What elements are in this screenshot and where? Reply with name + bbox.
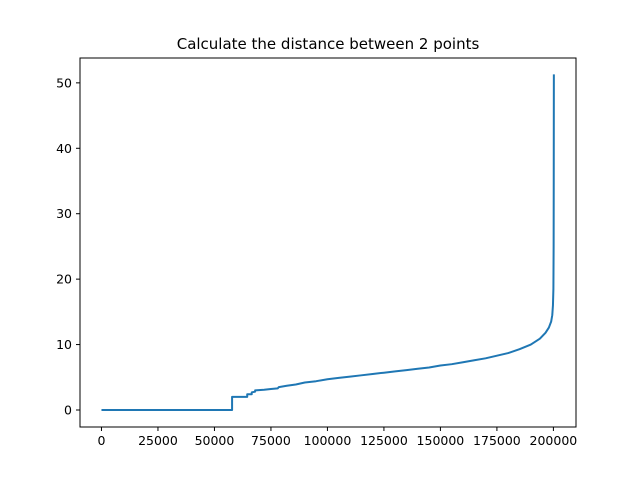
x-tick-label: 150000 [417,433,465,448]
chart-title: Calculate the distance between 2 points [177,35,480,53]
y-tick-label: 40 [56,141,72,156]
x-tick-label: 175000 [473,433,521,448]
y-tick-label: 50 [56,75,72,90]
plot-frame [79,57,577,428]
y-tick-label: 10 [56,337,72,352]
x-tick-label: 125000 [360,433,408,448]
x-tick-label: 200000 [530,433,578,448]
y-tick-label: 30 [56,206,72,221]
x-axis: 0 25000 50000 75000 100000 125000 150000 175000… [97,427,577,448]
y-tick-label: 0 [64,402,72,417]
y-axis: 0 10 20 30 40 50 [56,75,80,417]
x-tick-label: 0 [97,433,105,448]
x-tick-label: 25000 [138,433,178,448]
series-line [101,74,555,411]
x-tick-label: 50000 [195,433,235,448]
x-tick-label: 100000 [304,433,352,448]
y-tick-label: 20 [56,272,72,287]
x-tick-label: 75000 [251,433,291,448]
